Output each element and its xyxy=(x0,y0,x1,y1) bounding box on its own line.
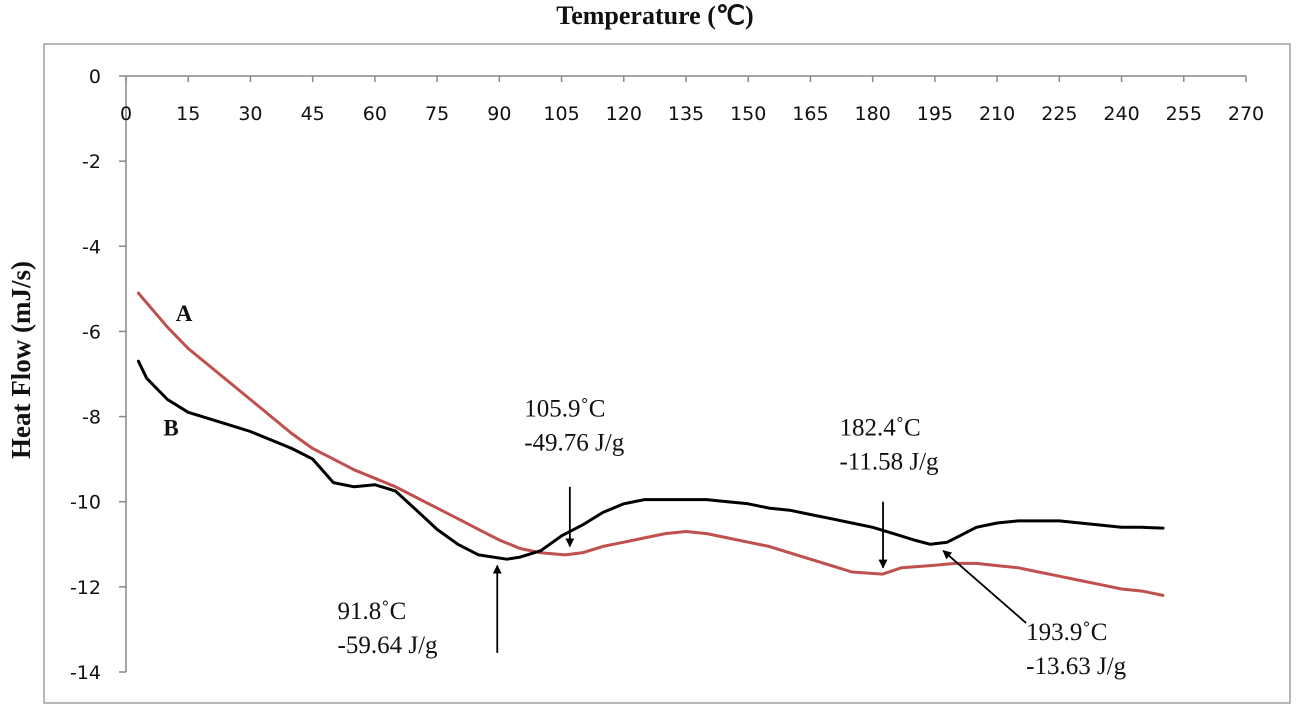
annotation-enthalpy: -11.58 J/g xyxy=(839,449,939,476)
x-tick-label: 90 xyxy=(487,103,511,125)
y-tick-label: -2 xyxy=(82,151,101,173)
x-tick-label: 75 xyxy=(425,103,449,125)
series-label-b: B xyxy=(163,416,178,441)
y-tick-label: -12 xyxy=(70,577,101,599)
y-tick-label: 0 xyxy=(89,66,101,88)
x-tick-label: 0 xyxy=(120,103,132,125)
annotation-temperature: 182.4˚C xyxy=(839,415,920,442)
annotation-temperature: 105.9˚C xyxy=(524,396,605,423)
series-line-a xyxy=(136,291,1165,597)
y-axis-label: Heat Flow (mJ/s) xyxy=(6,261,36,459)
y-tick-label: -8 xyxy=(82,407,101,429)
y-tick-label: -6 xyxy=(82,321,101,343)
series-layer xyxy=(136,291,1165,597)
series-label-a: A xyxy=(176,301,193,326)
x-tick-label: 165 xyxy=(792,103,828,125)
x-tick-label: 225 xyxy=(1041,103,1077,125)
x-tick-label: 135 xyxy=(668,103,704,125)
x-tick-label: 180 xyxy=(855,103,891,125)
x-tick-label: 270 xyxy=(1228,103,1264,125)
x-tick-label: 120 xyxy=(606,103,642,125)
annotation-temperature: 193.9˚C xyxy=(1026,619,1107,646)
x-tick-label: 15 xyxy=(176,103,200,125)
x-tick-label: 150 xyxy=(730,103,766,125)
annotation-enthalpy: -13.63 J/g xyxy=(1026,653,1127,680)
x-tick-label: 105 xyxy=(543,103,579,125)
annotation-layer: 105.9˚C -49.76 J/g 182.4˚C -11.58 J/g 91.8˚C… xyxy=(338,396,1127,680)
chart-frame xyxy=(43,43,1291,704)
x-tick-label: 195 xyxy=(917,103,953,125)
y-tick-label: -10 xyxy=(70,492,101,514)
x-tick-label: 210 xyxy=(979,103,1015,125)
y-tick-label: -4 xyxy=(82,236,101,258)
x-tick-label: 30 xyxy=(238,103,262,125)
series-line-b xyxy=(136,359,1165,561)
axes: 0 -2 -4 -6 -8 -10 -12 -14 0 15 30 45 60 75 90 105 120 135… xyxy=(70,66,1264,684)
x-tick-label: 45 xyxy=(301,103,325,125)
label-layer: AB xyxy=(163,301,192,441)
x-tick-label: 60 xyxy=(363,103,387,125)
y-tick-label: -14 xyxy=(70,662,101,684)
x-tick-label: 255 xyxy=(1166,103,1202,125)
x-tick-label: 240 xyxy=(1103,103,1139,125)
annotation-enthalpy: -59.64 J/g xyxy=(338,632,439,659)
annotation-temperature: 91.8˚C xyxy=(338,598,407,625)
chart-title: Temperature (℃) xyxy=(556,1,753,30)
annotation-arrow xyxy=(942,549,1027,624)
annotation-enthalpy: -49.76 J/g xyxy=(524,430,625,457)
